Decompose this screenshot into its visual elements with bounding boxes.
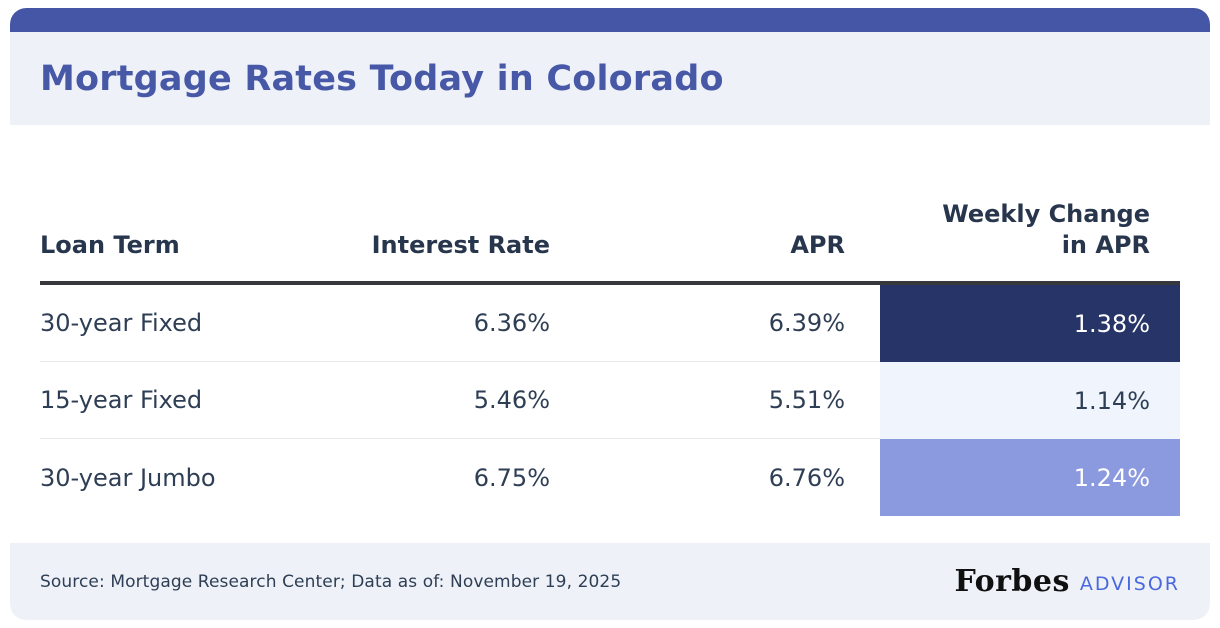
rates-table: Loan Term Interest Rate APR Weekly Chang… xyxy=(10,125,1210,543)
loan-term-cell: 30-year Fixed xyxy=(40,285,290,362)
column-header-interest-rate: Interest Rate xyxy=(371,230,550,259)
title-band: Mortgage Rates Today in Colorado xyxy=(10,32,1210,125)
weekly-change-cell: 1.38% xyxy=(880,285,1180,362)
apr-cell: 6.39% xyxy=(550,285,880,362)
column-header-apr: APR xyxy=(790,230,845,259)
forbes-wordmark: Forbes xyxy=(954,564,1070,599)
loan-term-cell: 15-year Fixed xyxy=(40,362,290,439)
rate-card: Mortgage Rates Today in Colorado Loan Te… xyxy=(10,8,1210,620)
column-header-loan-term: Loan Term xyxy=(40,230,180,259)
weekly-change-cell: 1.24% xyxy=(880,439,1180,516)
interest-rate-cell: 6.75% xyxy=(473,463,550,492)
interest-rate-cell: 6.36% xyxy=(290,285,550,362)
loan-term-cell: 30-year Jumbo xyxy=(40,463,216,492)
table-row: 30-year Fixed 6.36% 6.39% 1.38% xyxy=(40,285,1180,362)
forbes-advisor-logo: Forbes ADVISOR xyxy=(954,564,1180,599)
weekly-change-cell: 1.14% xyxy=(880,362,1180,439)
table-row: 30-year Jumbo 6.75% 6.76% 1.24% xyxy=(40,439,1180,516)
advisor-wordmark: ADVISOR xyxy=(1079,572,1180,595)
apr-cell: 5.51% xyxy=(550,362,880,439)
interest-rate-cell: 5.46% xyxy=(290,362,550,439)
table-row: 15-year Fixed 5.46% 5.51% 1.14% xyxy=(40,362,1180,439)
footer-band: Source: Mortgage Research Center; Data a… xyxy=(10,543,1210,620)
column-header-weekly-change: Weekly Change in APR xyxy=(942,199,1150,259)
source-note: Source: Mortgage Research Center; Data a… xyxy=(40,571,622,592)
page-title: Mortgage Rates Today in Colorado xyxy=(40,58,724,99)
apr-cell: 6.76% xyxy=(768,463,845,492)
top-accent-bar xyxy=(10,8,1210,32)
table-header-row: Loan Term Interest Rate APR Weekly Chang… xyxy=(40,125,1180,285)
